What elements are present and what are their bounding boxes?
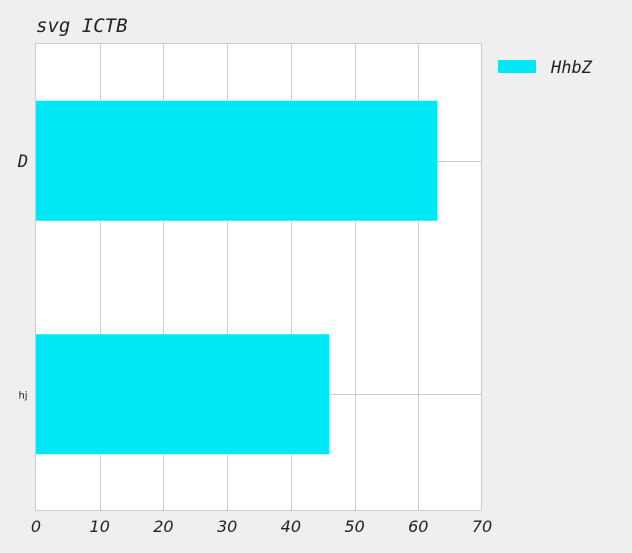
bar-D	[36, 100, 438, 221]
x-tick-label: 50	[344, 517, 364, 536]
bars	[36, 100, 438, 455]
y-axis-ticks: Dhj	[17, 152, 28, 402]
y-tick-label: D	[17, 152, 28, 172]
x-tick-label: 20	[153, 517, 173, 536]
x-tick-label: 30	[217, 517, 237, 536]
bar-hj	[36, 334, 330, 455]
legend-swatch	[498, 60, 536, 73]
x-tick-label: 10	[90, 517, 110, 536]
x-tick-label: 40	[281, 517, 301, 536]
x-tick-label: 70	[472, 517, 492, 536]
x-axis-ticks: 0 10 20 30 40 50 60 70	[31, 517, 492, 536]
chart-title: svg ICTB	[36, 15, 128, 37]
x-tick-label: 60	[408, 517, 428, 536]
legend: HhbZ	[498, 58, 593, 78]
legend-label: HhbZ	[550, 58, 593, 78]
x-tick-label: 0	[31, 517, 41, 536]
y-tick-label: hj	[18, 390, 27, 401]
